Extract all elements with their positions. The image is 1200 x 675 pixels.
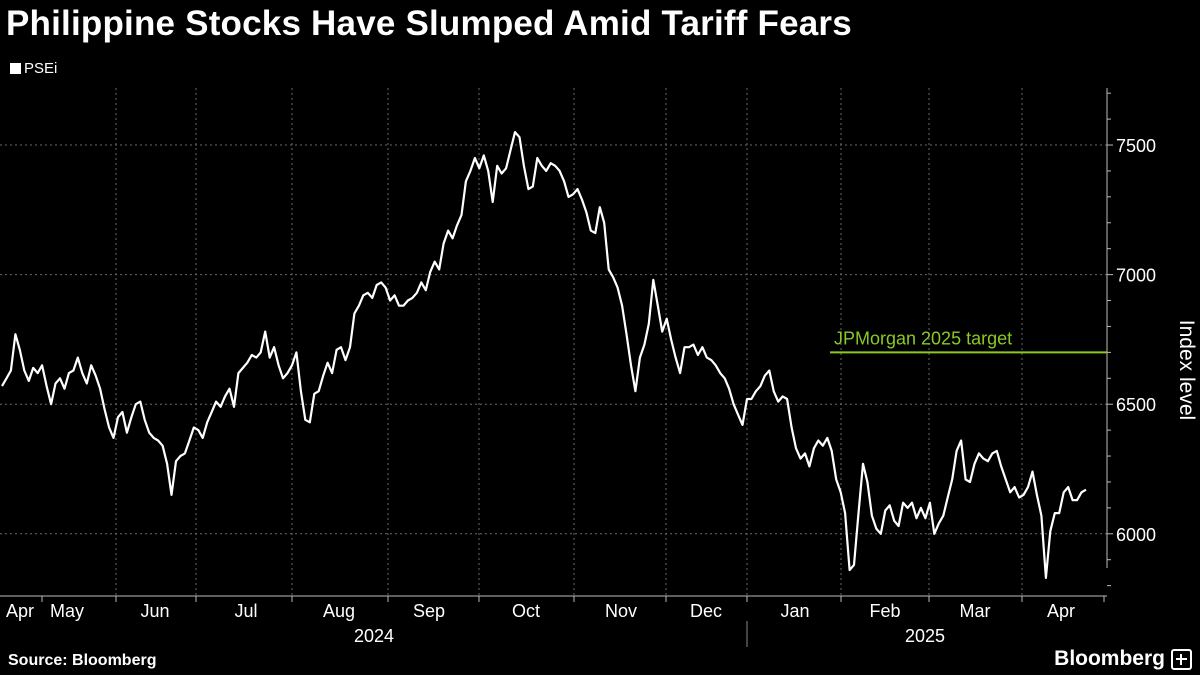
brand-name: Bloomberg bbox=[1054, 647, 1165, 670]
source-note: Source: Bloomberg bbox=[8, 652, 157, 669]
y-tick-label: 7500 bbox=[1116, 136, 1156, 156]
target-line-label: JPMorgan 2025 target bbox=[834, 328, 1012, 348]
legend-swatch bbox=[10, 63, 21, 74]
x-tick-label: Dec bbox=[690, 601, 722, 621]
bloomberg-terminal-icon bbox=[1171, 648, 1192, 670]
x-tick-label: Jun bbox=[140, 601, 169, 621]
x-tick-label: May bbox=[50, 601, 84, 621]
x-tick-label: Oct bbox=[512, 601, 540, 621]
x-tick-label: Nov bbox=[605, 601, 637, 621]
y-tick-label: 6500 bbox=[1116, 395, 1156, 415]
y-tick-label: 7000 bbox=[1116, 266, 1156, 286]
chart-title: Philippine Stocks Have Slumped Amid Tari… bbox=[6, 4, 852, 43]
x-tick-label: Jul bbox=[234, 601, 257, 621]
legend-label: PSEi bbox=[24, 60, 58, 77]
y-axis-title: Index level bbox=[1175, 320, 1198, 420]
brand-logo: Bloomberg bbox=[1054, 647, 1192, 671]
x-tick-label: Apr bbox=[1047, 601, 1075, 621]
x-tick-label: Aug bbox=[323, 601, 355, 621]
year-label: 2025 bbox=[905, 626, 945, 646]
x-tick-label: Feb bbox=[869, 601, 900, 621]
x-tick-label: Jan bbox=[780, 601, 809, 621]
legend: PSEi bbox=[10, 60, 57, 77]
series-line-psei bbox=[1, 131, 1087, 580]
x-tick-label: Mar bbox=[960, 601, 991, 621]
x-tick-label: Apr bbox=[6, 601, 34, 621]
x-tick-label: Sep bbox=[413, 601, 445, 621]
year-label: 2024 bbox=[354, 626, 394, 646]
y-tick-label: 6000 bbox=[1116, 525, 1156, 545]
